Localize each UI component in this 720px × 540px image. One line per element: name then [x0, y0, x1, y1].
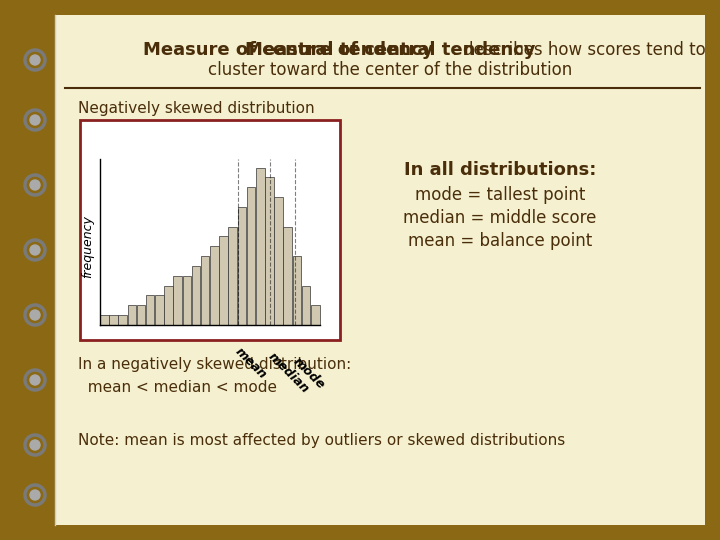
Bar	[265, 177, 274, 325]
Circle shape	[30, 490, 40, 500]
Text: median = middle score: median = middle score	[403, 209, 597, 227]
Bar	[127, 305, 136, 325]
Text: In all distributions:: In all distributions:	[404, 161, 596, 179]
Bar	[137, 305, 145, 325]
Bar	[210, 246, 219, 325]
Circle shape	[30, 115, 40, 125]
Bar	[292, 256, 301, 325]
Text: mean < median < mode: mean < median < mode	[78, 381, 277, 395]
Bar	[109, 315, 118, 325]
Circle shape	[30, 180, 40, 190]
Text: mean = balance point: mean = balance point	[408, 232, 592, 250]
Bar	[302, 286, 310, 325]
Text: In a negatively skewed distribution:: In a negatively skewed distribution:	[78, 357, 351, 373]
Circle shape	[30, 55, 40, 65]
Bar	[80, 120, 340, 340]
Bar	[146, 295, 155, 325]
Bar	[311, 305, 320, 325]
Circle shape	[30, 245, 40, 255]
Bar	[182, 276, 192, 325]
Bar	[100, 315, 109, 325]
Circle shape	[30, 375, 40, 385]
Circle shape	[30, 440, 40, 450]
Bar	[164, 286, 173, 325]
Text: Measure of central tendency: Measure of central tendency	[245, 41, 535, 59]
Text: Negatively skewed distribution: Negatively skewed distribution	[78, 100, 315, 116]
Bar	[256, 167, 264, 325]
Bar	[247, 187, 256, 325]
Text: Measure of central tendency: Measure of central tendency	[143, 41, 433, 59]
Bar	[192, 266, 200, 325]
Bar	[174, 276, 182, 325]
Bar	[274, 197, 283, 325]
Text: mode: mode	[291, 355, 328, 392]
Bar	[118, 315, 127, 325]
Text: mean: mean	[233, 345, 269, 382]
Bar	[284, 227, 292, 325]
Bar	[238, 207, 246, 325]
Text: mode = tallest point: mode = tallest point	[415, 186, 585, 204]
Text: frequency: frequency	[81, 215, 94, 278]
Bar	[228, 227, 237, 325]
Bar	[201, 256, 210, 325]
Text: : describes how scores tend to: : describes how scores tend to	[452, 41, 706, 59]
Text: cluster toward the center of the distribution: cluster toward the center of the distrib…	[208, 61, 572, 79]
Circle shape	[30, 310, 40, 320]
Text: Note: mean is most affected by outliers or skewed distributions: Note: mean is most affected by outliers …	[78, 433, 565, 448]
Text: median: median	[266, 350, 311, 396]
Bar	[155, 295, 163, 325]
Bar	[219, 237, 228, 325]
